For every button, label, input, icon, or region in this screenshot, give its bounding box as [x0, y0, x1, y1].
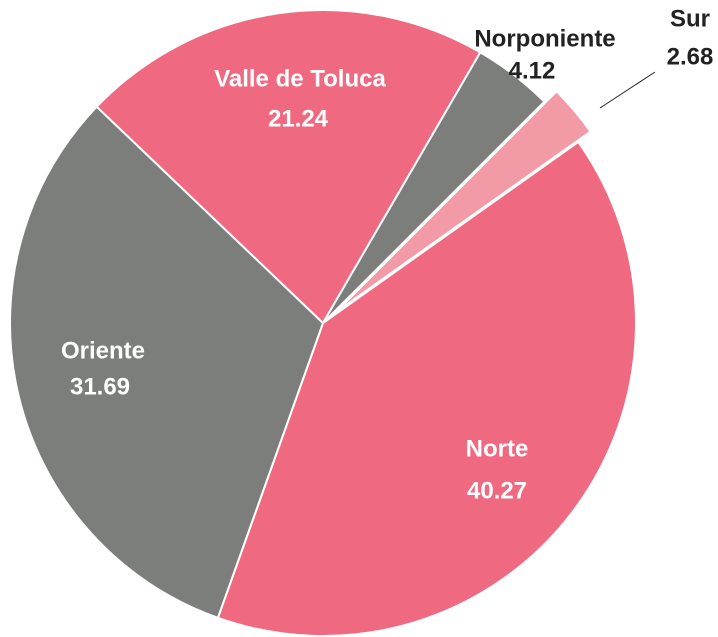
- slice-label: Oriente: [61, 337, 145, 364]
- slice-label: Valle de Toluca: [214, 65, 386, 92]
- slice-value: 40.27: [467, 477, 527, 504]
- slice-label: Norponiente: [474, 25, 615, 52]
- slice-value: 4.12: [509, 57, 556, 84]
- slice-label: Sur: [670, 5, 710, 32]
- pie-slice: [9, 105, 325, 620]
- slice-value: 2.68: [667, 43, 714, 70]
- pie-slice: [334, 89, 592, 314]
- pie-slice: [322, 51, 546, 324]
- slice-value: 31.69: [70, 373, 130, 400]
- slice-label: Norte: [466, 435, 529, 462]
- slice-value: 21.24: [268, 105, 329, 132]
- leader-line: [599, 71, 656, 109]
- pie-slice: [216, 140, 637, 637]
- pie-slice: [95, 9, 482, 325]
